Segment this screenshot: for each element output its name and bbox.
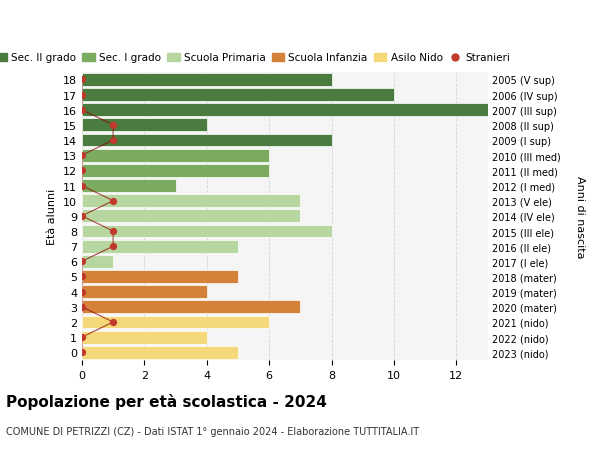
Point <box>109 319 118 326</box>
Legend: Sec. II grado, Sec. I grado, Scuola Primaria, Scuola Infanzia, Asilo Nido, Stran: Sec. II grado, Sec. I grado, Scuola Prim… <box>0 49 514 67</box>
Text: COMUNE DI PETRIZZI (CZ) - Dati ISTAT 1° gennaio 2024 - Elaborazione TUTTITALIA.I: COMUNE DI PETRIZZI (CZ) - Dati ISTAT 1° … <box>6 426 419 436</box>
Point <box>77 349 87 356</box>
Point <box>77 273 87 280</box>
Bar <box>82 89 394 102</box>
Bar <box>82 225 332 238</box>
Bar <box>82 285 207 298</box>
Point <box>77 107 87 114</box>
Y-axis label: Età alunni: Età alunni <box>47 188 58 245</box>
Point <box>77 303 87 311</box>
Point <box>109 197 118 205</box>
Bar <box>82 119 207 132</box>
Point <box>77 258 87 265</box>
Point <box>77 334 87 341</box>
Point <box>77 168 87 175</box>
Point <box>109 228 118 235</box>
Bar <box>82 74 332 87</box>
Bar <box>82 165 269 178</box>
Point <box>109 137 118 145</box>
Point <box>77 92 87 99</box>
Bar <box>82 179 176 192</box>
Point <box>109 243 118 250</box>
Bar <box>82 255 113 268</box>
Point <box>77 77 87 84</box>
Bar <box>82 104 487 117</box>
Point <box>77 152 87 160</box>
Point <box>77 182 87 190</box>
Bar <box>82 150 269 162</box>
Y-axis label: Anni di nascita: Anni di nascita <box>575 175 585 257</box>
Bar <box>82 346 238 359</box>
Bar <box>82 195 301 207</box>
Point <box>77 288 87 296</box>
Bar <box>82 210 301 223</box>
Bar <box>82 270 238 283</box>
Bar <box>82 331 207 344</box>
Bar <box>82 134 332 147</box>
Point <box>77 213 87 220</box>
Bar <box>82 240 238 253</box>
Bar <box>82 301 301 313</box>
Text: Popolazione per età scolastica - 2024: Popolazione per età scolastica - 2024 <box>6 393 327 409</box>
Point <box>109 122 118 129</box>
Bar <box>82 316 269 329</box>
